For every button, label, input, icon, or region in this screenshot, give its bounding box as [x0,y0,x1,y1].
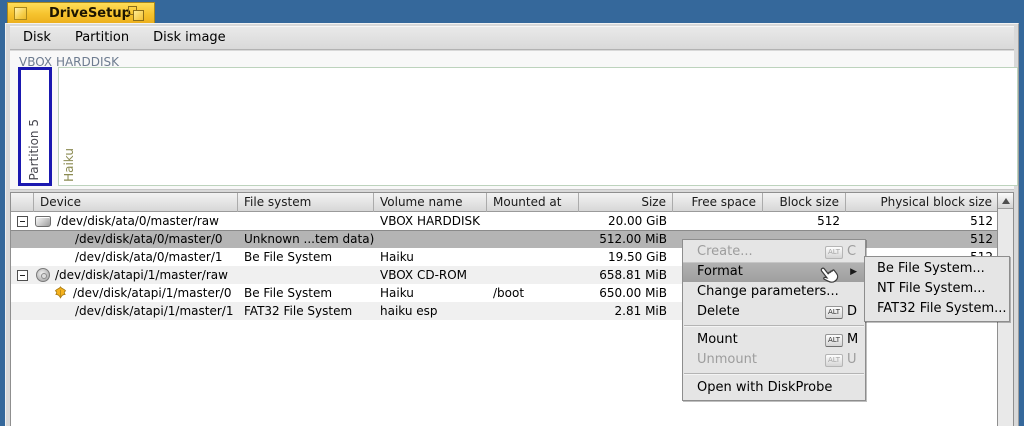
menu-item-mount[interactable]: Mount ALT M [697,332,859,347]
menu-separator [684,373,864,375]
alt-key-icon: ALT [824,245,843,259]
submenu-item-be-file-system[interactable]: Be File System... [877,261,985,276]
submenu-arrow-icon: ▶ [850,267,857,277]
submenu-item-fat32-file-system[interactable]: FAT32 File System... [877,301,1007,316]
table-row[interactable]: /dev/disk/ata/0/master/1 Be File System … [75,250,993,264]
header-expander [11,193,34,212]
table-row[interactable]: /dev/disk/atapi/1/master/0 Be File Syste… [11,284,999,302]
partition-box-selected[interactable]: Partition 5 [18,67,52,186]
menu-item-format[interactable]: Format ▶ [683,262,865,282]
header-size[interactable]: Size [579,193,673,212]
alt-key-icon: ALT [824,333,843,347]
header-free-space[interactable]: Free space [673,193,763,212]
collapse-toggle-icon[interactable] [17,215,28,227]
menu-partition[interactable]: Partition [74,30,130,45]
device-path: /dev/disk/atapi/1/master/raw [55,268,228,282]
context-menu: Create... ALT C Format ▶ Change paramete… [682,239,866,401]
window-tab[interactable]: DriveSetup [7,2,155,23]
alt-key-icon: ALT [824,305,843,319]
device-path: /dev/disk/ata/0/master/0 [75,232,223,246]
header-volume-name[interactable]: Volume name [374,193,487,212]
menu-disk-image[interactable]: Disk image [153,30,226,45]
header-file-system[interactable]: File system [238,193,374,212]
scroll-up-button[interactable] [998,193,1013,209]
header-device[interactable]: Device [34,193,238,212]
device-path: /dev/disk/ata/0/master/raw [57,214,219,228]
disk-label: VBOX HARDDISK [19,55,120,69]
collapse-toggle-icon[interactable] [17,269,28,281]
table-header: Device File system Volume name Mounted a… [11,193,1013,212]
device-path: /dev/disk/ata/0/master/1 [75,250,223,264]
menu-item-change-parameters[interactable]: Change parameters... [697,284,839,299]
harddisk-icon [35,215,51,227]
drivesetup-window: Disk Partition Disk image VBOX HARDDISK … [5,23,1019,426]
menu-item-unmount[interactable]: Unmount ALT U [697,352,857,367]
hand-cursor-icon [820,267,839,283]
alt-key-icon: ALT [824,353,843,367]
close-button[interactable] [14,6,27,20]
partition-label: Haiku [62,148,76,182]
table-row[interactable]: /dev/disk/ata/0/master/raw VBOX HARDDISK… [11,212,999,230]
partition-label: Partition 5 [27,118,41,180]
disk-visualization: VBOX HARDDISK Partition 5 Haiku [10,51,1018,190]
partition-box-haiku[interactable]: Haiku [58,67,1018,186]
format-submenu: Be File System... NT File System... FAT3… [864,256,1010,322]
device-path: /dev/disk/atapi/1/master/1 [75,304,234,318]
menu-separator [684,325,864,327]
device-path: /dev/disk/atapi/1/master/0 [73,286,232,300]
window-title: DriveSetup [49,5,131,21]
header-mounted-at[interactable]: Mounted at [487,193,579,212]
cdrom-icon [36,268,50,282]
submenu-item-nt-file-system[interactable]: NT File System... [877,281,986,296]
zoom-button[interactable] [128,6,144,21]
scroll-up-icon [1001,197,1010,204]
header-physical-block-size[interactable]: Physical block size [846,193,999,212]
menu-item-delete[interactable]: Delete ALT D [697,304,858,319]
menu-item-create[interactable]: Create... ALT C [697,244,857,259]
header-block-size[interactable]: Block size [763,193,846,212]
menu-bar: Disk Partition Disk image [10,26,1014,50]
leaf-icon [54,285,67,299]
menu-disk[interactable]: Disk [23,30,51,45]
menu-item-open-with-diskprobe[interactable]: Open with DiskProbe [697,380,833,395]
